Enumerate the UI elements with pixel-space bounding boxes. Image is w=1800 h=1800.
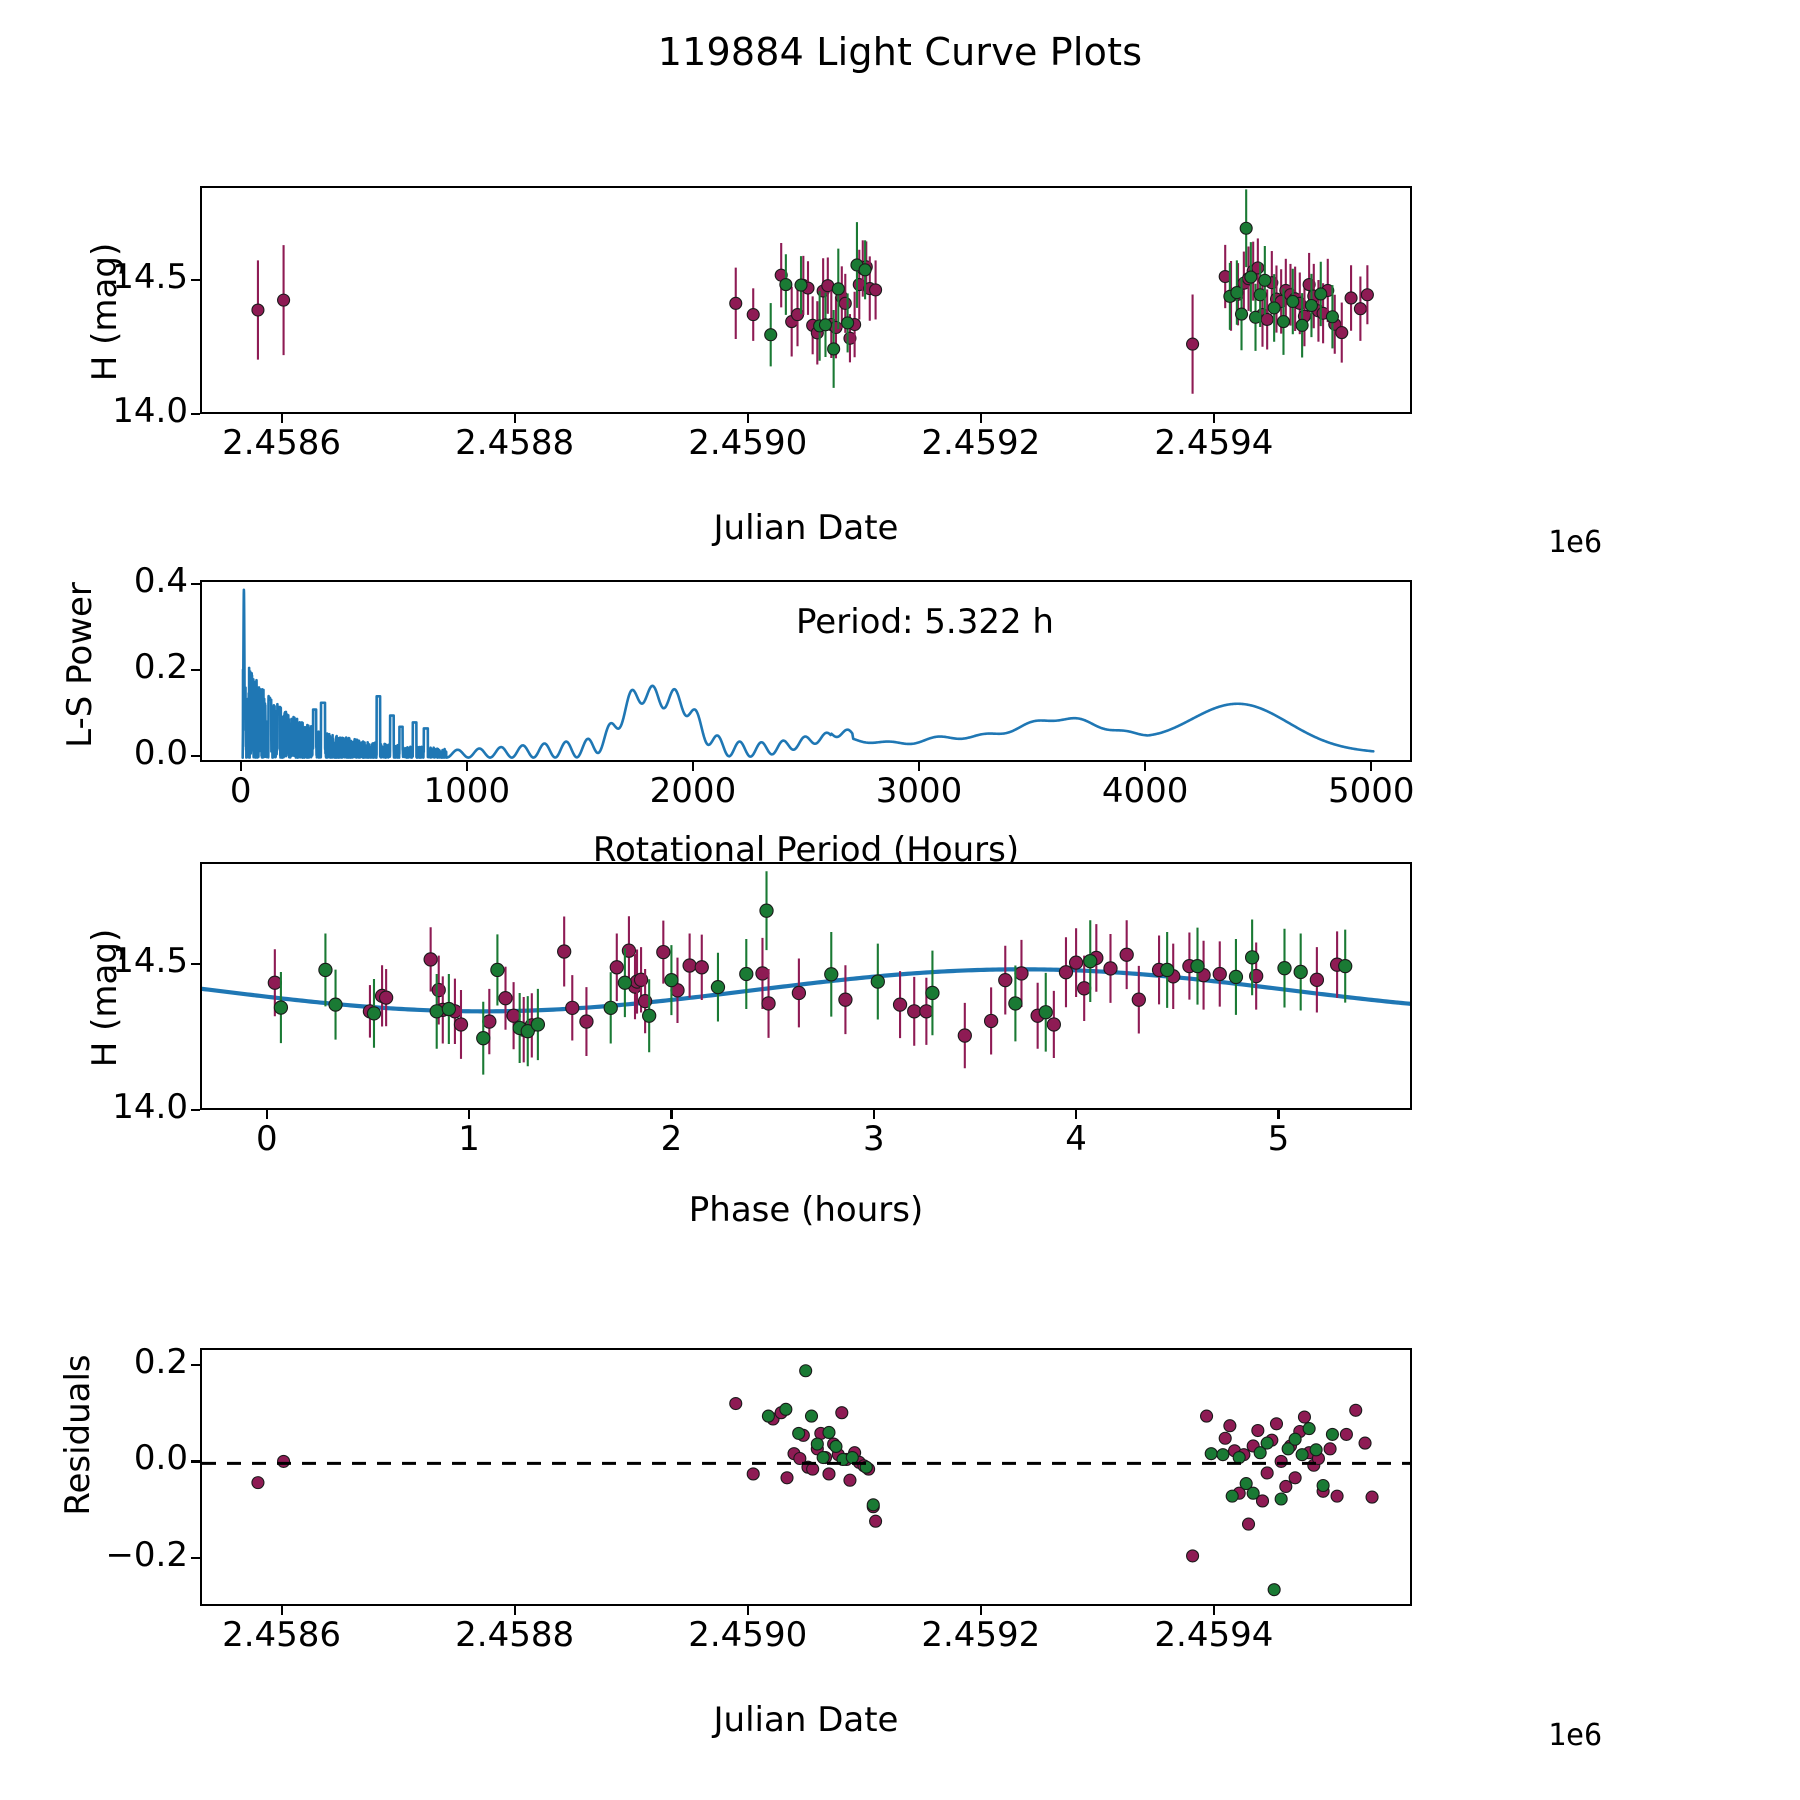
axis-tick-mark [191,583,200,586]
residuals-ylabel: Residuals [58,1354,98,1516]
axis-tick-label: 0 [229,771,252,811]
axis-tick-label: 14.5 [112,256,188,297]
axis-tick-mark [979,1606,982,1615]
axis-tick-label: 0 [255,1119,278,1159]
axis-tick-mark [872,1110,875,1119]
axis-tick-label: 0.2 [133,1341,188,1382]
axis-tick-label: 0.0 [133,732,188,773]
phase-xlabel: Phase (hours) [688,1190,924,1230]
axis-tick-mark [280,1606,283,1615]
axis-tick-mark [280,414,283,423]
axis-tick-label: 2 [660,1119,683,1159]
axis-tick-mark [513,1606,516,1615]
residuals-x-offset: 1e6 [1548,1718,1603,1753]
axis-tick-mark [1144,762,1147,771]
light-curve-x-offset: 1e6 [1548,525,1603,560]
axis-tick-label: 3 [862,1119,885,1159]
panel-light-curve [200,186,1412,414]
axis-tick-mark [918,762,921,771]
axis-tick-mark [191,278,200,282]
axis-tick-mark [670,1110,673,1119]
axis-tick-mark [691,762,695,771]
axis-tick-label: 2.4588 [455,423,575,463]
panel-periodogram [200,580,1412,762]
axis-tick-mark [1212,414,1216,423]
axis-tick-label: 2.4594 [1154,423,1274,463]
axis-tick-mark [191,1363,200,1367]
axis-tick-mark [1075,1110,1078,1119]
axis-tick-label: 4000 [1101,771,1189,811]
axis-tick-mark [746,414,749,423]
figure-title: 119884 Light Curve Plots [657,30,1143,74]
axis-tick-label: 1 [458,1119,480,1159]
panel-phase-folded [200,862,1412,1110]
axis-tick-mark [191,1556,200,1559]
axis-tick-label: 4 [1065,1119,1087,1159]
axis-tick-label: 5000 [1328,771,1415,811]
axis-tick-mark [191,413,200,416]
axis-tick-label: 2.4590 [688,1615,808,1655]
axis-tick-mark [746,1606,749,1615]
axis-tick-mark [1370,762,1373,771]
panel-residuals [200,1348,1412,1606]
axis-tick-label: 1000 [423,771,511,811]
axis-tick-label: 3000 [875,771,963,811]
axis-tick-label: 5 [1267,1119,1290,1159]
axis-tick-mark [191,668,200,672]
axis-tick-label: 14.5 [112,941,188,982]
light-curve-ylabel: H (mag) [85,242,125,382]
light-curve-xlabel: Julian Date [713,508,899,548]
residuals-plot-area [202,1364,1410,1597]
axis-tick-label: 14.0 [112,391,188,431]
residuals-xlabel: Julian Date [713,1700,899,1740]
axis-tick-mark [979,414,982,423]
axis-tick-mark [191,754,200,757]
axis-tick-label: 2000 [649,771,737,811]
axis-tick-label: 2.4590 [688,423,808,463]
axis-tick-mark [239,762,242,771]
axis-tick-label: 2.4592 [921,423,1041,463]
axis-tick-mark [468,1110,471,1119]
axis-tick-mark [191,963,200,966]
axis-tick-mark [513,414,516,423]
axis-tick-label: 2.4588 [455,1615,575,1655]
axis-tick-mark [1277,1110,1280,1119]
axis-tick-label: 0.0 [133,1438,188,1479]
axis-tick-label: 2.4592 [921,1615,1041,1655]
periodogram-plot-area [241,588,1375,759]
axis-tick-mark [191,1109,200,1112]
axis-tick-mark [465,762,468,771]
axis-tick-label: −0.2 [105,1534,188,1575]
axis-tick-mark [1212,1606,1216,1615]
phase-ylabel: H (mag) [85,928,125,1068]
phase-folded-plot-area [202,871,1410,1075]
axis-tick-label: 2.4586 [222,423,342,463]
axis-tick-label: 0.2 [133,646,188,687]
axis-tick-mark [265,1110,268,1119]
axis-tick-label: 0.4 [133,561,188,602]
period-annotation: Period: 5.322 h [796,602,1054,642]
light-curve-plot-area [251,189,1374,394]
axis-tick-mark [191,1460,200,1463]
axis-tick-label: 14.0 [112,1087,188,1127]
axis-tick-label: 2.4594 [1154,1615,1274,1655]
axis-tick-label: 2.4586 [222,1615,342,1655]
